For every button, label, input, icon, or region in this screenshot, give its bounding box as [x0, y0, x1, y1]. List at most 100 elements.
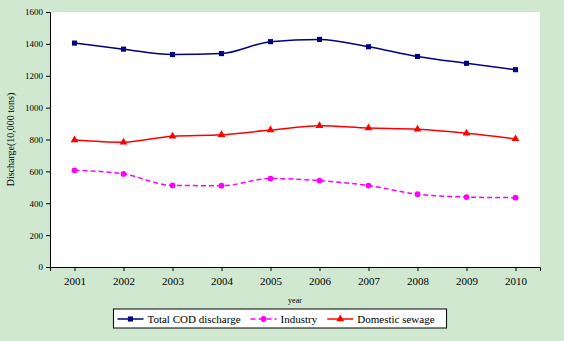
- y-tick: 0: [39, 262, 51, 272]
- series-marker: [218, 130, 226, 137]
- series-marker: [513, 195, 519, 201]
- y-tick-label: 1600: [25, 7, 44, 17]
- x-tick: 2001: [64, 267, 86, 287]
- x-tick-label: 2008: [407, 275, 430, 287]
- series-marker: [267, 126, 275, 133]
- series-line: [75, 126, 516, 142]
- series-marker: [366, 44, 371, 49]
- x-tick-mark: [75, 267, 76, 271]
- plot-background: [50, 12, 540, 267]
- y-tick-label: 1400: [25, 39, 44, 49]
- legend: Total COD discharge Industry Domestic sewa…: [113, 309, 446, 328]
- series-marker: [170, 52, 175, 57]
- series-marker: [316, 121, 324, 128]
- x-tick: 2004: [211, 267, 234, 287]
- x-tick-mark: [418, 267, 419, 271]
- x-tick-mark: [516, 267, 517, 271]
- y-tick: 200: [30, 231, 51, 241]
- series-marker: [170, 183, 176, 189]
- x-tick: 2010: [505, 267, 528, 287]
- y-tick: 1600: [25, 7, 50, 17]
- y-tick-mark: [46, 203, 50, 204]
- series-marker: [169, 132, 177, 139]
- y-tick-mark: [46, 12, 50, 13]
- x-tick-mark: [173, 267, 174, 271]
- series-marker: [512, 134, 520, 141]
- x-tick-label: 2006: [309, 275, 332, 287]
- legend-box: [113, 309, 446, 328]
- series-marker: [219, 51, 224, 56]
- series-marker: [415, 191, 421, 197]
- y-tick-label: 600: [30, 167, 44, 177]
- x-tick-label: 2002: [113, 275, 135, 287]
- x-tick-label: 2004: [211, 275, 234, 287]
- series-marker: [415, 54, 420, 59]
- legend-label: Domestic sewage: [357, 313, 434, 325]
- x-tick-mark: [320, 267, 321, 271]
- x-tick: 2006: [309, 267, 332, 287]
- x-tick: 2005: [260, 267, 283, 287]
- series-marker: [366, 183, 372, 189]
- plot: 0 200 400 600 800 1000 1200 1400 1600 2001 2002 200…: [25, 7, 541, 287]
- series-marker: [121, 171, 127, 177]
- y-tick-label: 800: [30, 135, 44, 145]
- y-axis: 0 200 400 600 800 1000 1200 1400 1600: [25, 7, 51, 272]
- y-tick-mark: [46, 76, 50, 77]
- y-axis-line: [46, 13, 51, 268]
- series-marker: [72, 167, 78, 173]
- series-marker: [414, 125, 422, 132]
- x-tick: 2009: [456, 267, 479, 287]
- series-marker: [317, 178, 323, 184]
- series-marker: [365, 124, 373, 131]
- series-marker: [268, 39, 273, 44]
- x-tick: 2007: [358, 267, 381, 287]
- x-tick-label: 2009: [456, 275, 479, 287]
- y-tick-mark: [46, 108, 50, 109]
- series-marker: [317, 37, 322, 42]
- legend-item: Total COD discharge: [117, 313, 240, 325]
- legend-marker: [336, 315, 344, 322]
- series-marker: [513, 67, 518, 72]
- legend-label: Total COD discharge: [147, 313, 240, 325]
- x-tick-label: 2005: [260, 275, 283, 287]
- y-tick-label: 400: [30, 199, 44, 209]
- series-line: [75, 170, 516, 197]
- y-tick-label: 1000: [25, 103, 44, 113]
- series-group: [71, 37, 520, 201]
- legend-marker: [261, 316, 267, 322]
- series-marker: [464, 194, 470, 200]
- series-marker: [268, 176, 274, 182]
- x-tick: 2002: [113, 267, 135, 287]
- legend-item: Domestic sewage: [327, 313, 434, 325]
- series-marker: [120, 138, 128, 145]
- legend-label: Industry: [281, 313, 318, 325]
- y-tick: 1000: [25, 103, 50, 113]
- x-tick-label: 2010: [505, 275, 528, 287]
- series-marker: [463, 129, 471, 136]
- y-tick-label: 200: [30, 231, 44, 241]
- x-tick-mark: [271, 267, 272, 271]
- chart: 0 200 400 600 800 1000 1200 1400 1600 2001 2002 200…: [0, 0, 564, 341]
- y-tick: 1400: [25, 39, 50, 49]
- legend-marker: [128, 316, 133, 321]
- y-tick: 800: [30, 135, 51, 145]
- y-tick-mark: [46, 267, 50, 268]
- y-tick: 600: [30, 167, 51, 177]
- series-marker: [464, 61, 469, 66]
- y-tick-mark: [46, 44, 50, 45]
- x-tick-mark: [467, 267, 468, 271]
- y-tick-mark: [46, 140, 50, 141]
- legend-item: Industry: [251, 313, 318, 325]
- series-marker: [72, 41, 77, 46]
- series-marker: [219, 183, 225, 189]
- series-line: [75, 39, 516, 69]
- y-tick-mark: [46, 235, 50, 236]
- x-tick-mark: [222, 267, 223, 271]
- x-tick-label: 2003: [162, 275, 185, 287]
- series-marker: [121, 47, 126, 52]
- y-tick: 400: [30, 199, 51, 209]
- x-tick-label: 2007: [358, 275, 381, 287]
- y-tick-label: 1200: [25, 71, 44, 81]
- series-marker: [71, 136, 79, 143]
- x-tick: 2008: [407, 267, 430, 287]
